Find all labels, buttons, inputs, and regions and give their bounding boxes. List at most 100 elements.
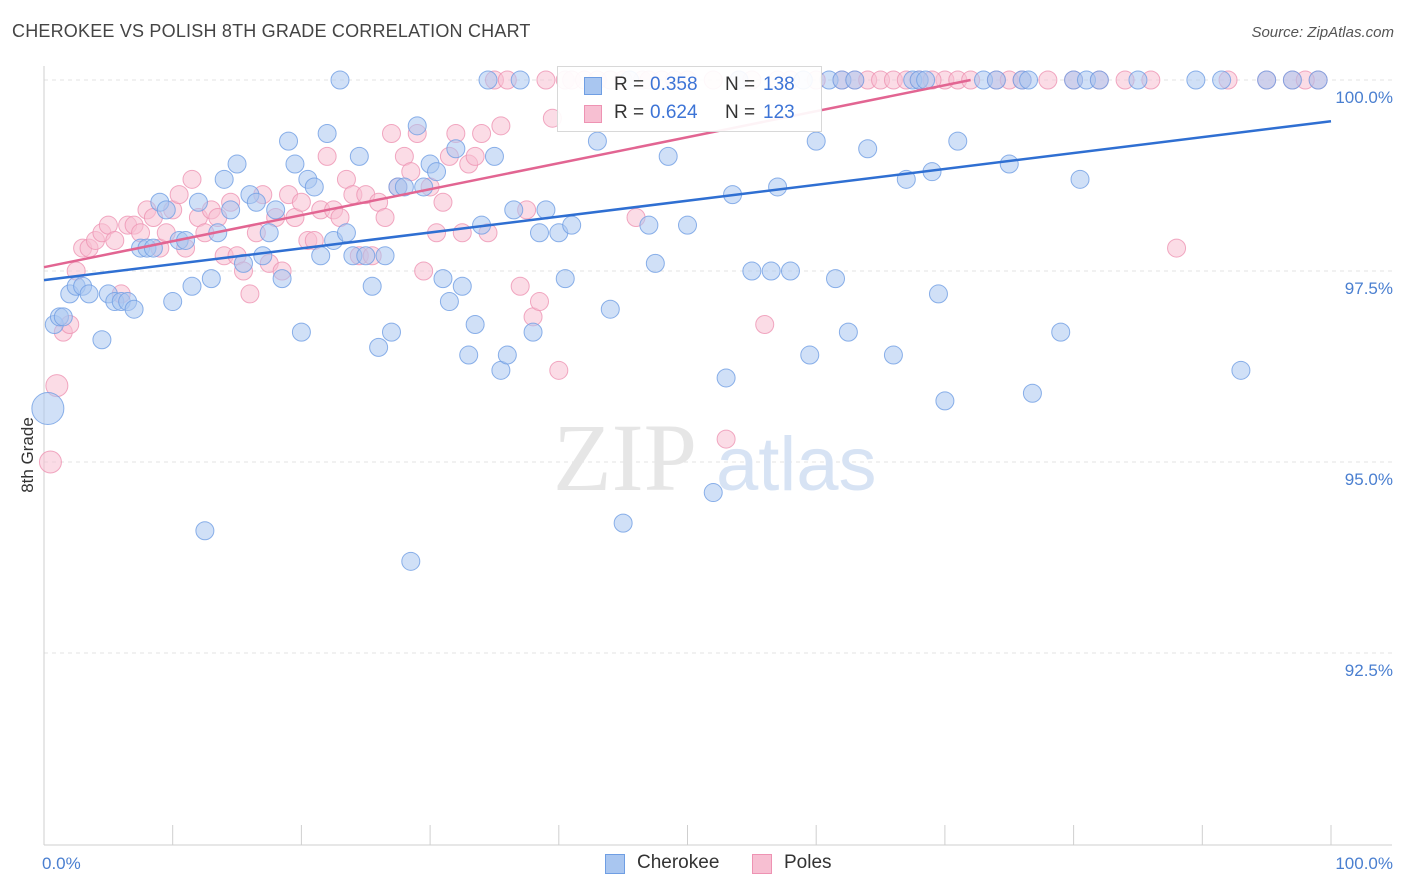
cherokee-point xyxy=(272,269,292,289)
legend-n-label: N = xyxy=(725,102,756,123)
cherokee-point xyxy=(587,131,607,151)
y-tick-label: 95.0% xyxy=(1345,470,1393,489)
cherokee-points xyxy=(31,70,1328,571)
legend-r-label: R = xyxy=(614,74,645,95)
poles-point xyxy=(472,123,492,143)
poles-point xyxy=(240,284,260,304)
cherokee-point xyxy=(375,246,395,266)
cherokee-point xyxy=(510,70,530,90)
cherokee-point xyxy=(394,177,414,197)
cherokee-point xyxy=(999,154,1019,174)
cherokee-point xyxy=(1089,70,1109,90)
cherokee-point xyxy=(253,246,273,266)
watermark-zip: ZIP xyxy=(553,404,697,511)
cherokee-point xyxy=(163,292,183,312)
cherokee-point xyxy=(529,223,549,243)
cherokee-point xyxy=(291,322,311,342)
cherokee-point xyxy=(381,322,401,342)
cherokee-point xyxy=(768,177,788,197)
poles-legend-swatch xyxy=(752,854,772,874)
poles-point xyxy=(536,70,556,90)
cherokee-point xyxy=(639,215,659,235)
cherokee-point xyxy=(369,337,389,357)
cherokee-legend-label: Cherokee xyxy=(637,852,720,873)
legend-row-poles: R = 0.624 N = 123 xyxy=(558,101,821,129)
poles-point xyxy=(291,192,311,212)
cherokee-point xyxy=(349,146,369,166)
cherokee-point xyxy=(613,513,633,533)
cherokee-point xyxy=(845,70,865,90)
legend-n-label: N = xyxy=(725,74,756,95)
poles-point xyxy=(105,230,125,250)
cherokee-point xyxy=(858,139,878,159)
poles-trend-line xyxy=(43,78,971,269)
cherokee-point xyxy=(201,269,221,289)
poles-swatch xyxy=(584,105,602,123)
legend-row-cherokee: R = 0.358 N = 138 xyxy=(558,73,821,101)
x-tick-label: 0.0% xyxy=(42,854,81,873)
cherokee-point xyxy=(227,154,247,174)
cherokee-point xyxy=(1051,322,1071,342)
cherokee-point xyxy=(362,276,382,296)
cherokee-point xyxy=(92,330,112,350)
cherokee-point xyxy=(259,223,279,243)
cherokee-point xyxy=(716,368,736,388)
cherokee-point xyxy=(79,284,99,304)
cherokee-point xyxy=(465,314,485,334)
cherokee-point xyxy=(986,70,1006,90)
cherokee-point xyxy=(883,345,903,365)
legend-r-value-poles: 0.624 xyxy=(650,102,698,123)
poles-point xyxy=(755,314,775,334)
cherokee-point xyxy=(452,276,472,296)
cherokee-point xyxy=(124,299,144,319)
cherokee-point xyxy=(1022,383,1042,403)
cherokee-point xyxy=(838,322,858,342)
y-tick-label: 97.5% xyxy=(1345,279,1393,298)
cherokee-point xyxy=(285,154,305,174)
poles-point xyxy=(716,429,736,449)
cherokee-point xyxy=(143,238,163,258)
poles-point xyxy=(510,276,530,296)
cherokee-point xyxy=(600,299,620,319)
cherokee-point xyxy=(645,253,665,273)
cherokee-point xyxy=(446,139,466,159)
poles-point xyxy=(491,116,511,136)
cherokee-point xyxy=(439,292,459,312)
cherokee-point xyxy=(1231,360,1251,380)
poles-point xyxy=(529,292,549,312)
cherokee-point xyxy=(826,269,846,289)
cherokee-point xyxy=(459,345,479,365)
cherokee-point xyxy=(1212,70,1232,90)
cherokee-point xyxy=(780,261,800,281)
cherokee-point xyxy=(478,70,498,90)
cherokee-point xyxy=(279,131,299,151)
poles-point xyxy=(1038,70,1058,90)
cherokee-point xyxy=(497,345,517,365)
cherokee-point xyxy=(221,200,241,220)
cherokee-point xyxy=(1019,70,1039,90)
poles-point xyxy=(317,146,337,166)
cherokee-point xyxy=(678,215,697,235)
cherokee-point xyxy=(433,269,453,289)
legend-n-value-cherokee: 138 xyxy=(763,74,795,95)
cherokee-point xyxy=(304,177,324,197)
chart-title: CHEROKEE VS POLISH 8TH GRADE CORRELATION… xyxy=(12,21,531,41)
y-tick-label: 100.0% xyxy=(1335,88,1393,107)
legend-r-label: R = xyxy=(614,102,645,123)
cherokee-point xyxy=(800,345,820,365)
poles-point xyxy=(375,208,395,228)
poles-point xyxy=(169,185,189,205)
cherokee-point xyxy=(311,246,331,266)
cherokee-point xyxy=(182,276,202,296)
cherokee-legend-swatch xyxy=(605,854,625,874)
cherokee-point xyxy=(806,131,826,151)
cherokee-point xyxy=(1186,70,1206,90)
cherokee-point xyxy=(562,215,582,235)
cherokee-point xyxy=(31,392,65,426)
cherokee-point xyxy=(266,200,286,220)
cherokee-point xyxy=(761,261,781,281)
poles-point xyxy=(1167,238,1187,258)
cherokee-point xyxy=(948,131,968,151)
cherokee-point xyxy=(156,200,176,220)
cherokee-point xyxy=(703,483,723,503)
